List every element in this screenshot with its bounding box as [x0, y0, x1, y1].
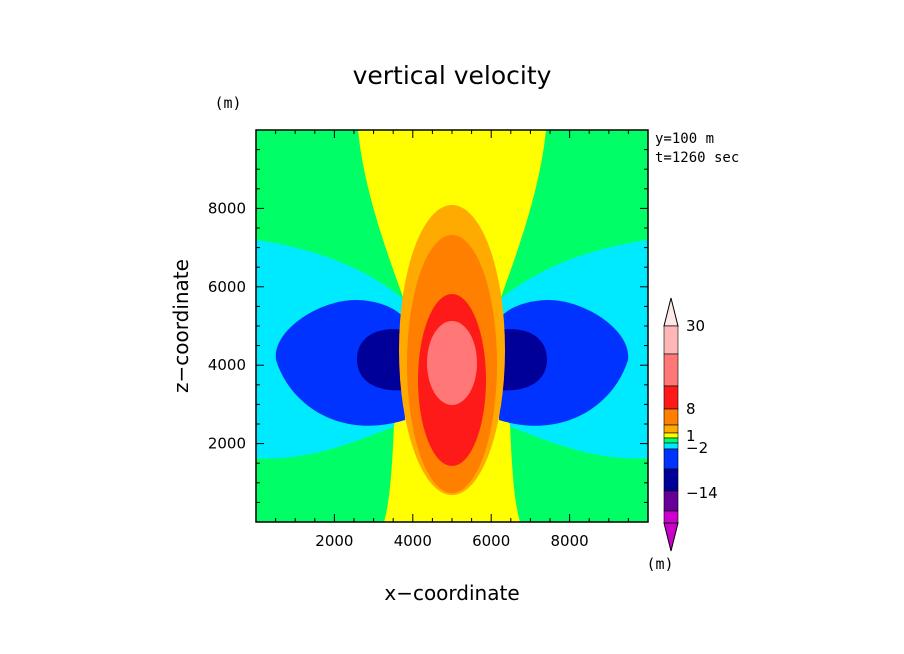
annotation-time: t=1260 sec — [655, 150, 739, 166]
plot-area: 2000 4000 6000 8000 2000 4000 6000 8000 — [208, 129, 649, 550]
colorbar-top-arrow — [663, 297, 679, 327]
contour-left-strong-downdraft — [356, 329, 406, 391]
colorbar-segment — [663, 510, 679, 524]
y-tick-label: 4000 — [208, 356, 246, 374]
contour-right-strong-downdraft — [498, 329, 548, 391]
colorbar-segment — [663, 385, 679, 410]
x-tick-label: 6000 — [472, 532, 510, 550]
colorbar-segment — [663, 353, 679, 387]
colorbar-segment — [663, 408, 679, 426]
x-axis-label: x−coordinate — [384, 581, 519, 605]
colorbar-segment — [663, 442, 679, 450]
colorbar-segment — [663, 424, 679, 434]
x-tick-label: 8000 — [551, 532, 589, 550]
y-tick-label: 2000 — [208, 435, 246, 453]
colorbar-label: 8 — [686, 400, 696, 418]
contour-right-moderate-downdraft — [499, 300, 629, 426]
colorbar: 30 8 1−2 −14 — [663, 297, 718, 552]
axis-ticks: 2000 4000 6000 8000 2000 4000 6000 8000 — [208, 130, 648, 550]
colorbar-label: −2 — [686, 439, 708, 457]
contour-left-moderate-downdraft — [275, 300, 405, 426]
annotation-y-position: y=100 m — [655, 131, 714, 147]
y-axis-unit: (m) — [214, 94, 241, 112]
colorbar-label: −14 — [686, 484, 718, 502]
colorbar-segment — [663, 325, 679, 355]
x-tick-label: 2000 — [315, 532, 353, 550]
colorbar-segment — [663, 432, 679, 439]
colorbar-unit: (m) — [646, 555, 673, 573]
colorbar-label: 30 — [686, 317, 705, 335]
contour-updraft-core — [427, 321, 477, 405]
y-tick-label: 8000 — [208, 199, 246, 217]
colorbar-segment — [663, 490, 679, 512]
colorbar-segment — [663, 468, 679, 492]
colorbar-segment — [663, 437, 679, 444]
y-axis-label: z−coordinate — [169, 259, 193, 393]
y-tick-label: 6000 — [208, 278, 246, 296]
contour-fills — [256, 130, 648, 522]
chart-title: vertical velocity — [353, 61, 552, 90]
x-tick-label: 4000 — [394, 532, 432, 550]
colorbar-label: 1 — [686, 427, 696, 445]
colorbar-bottom-arrow — [663, 522, 679, 552]
colorbar-segment — [663, 448, 679, 470]
